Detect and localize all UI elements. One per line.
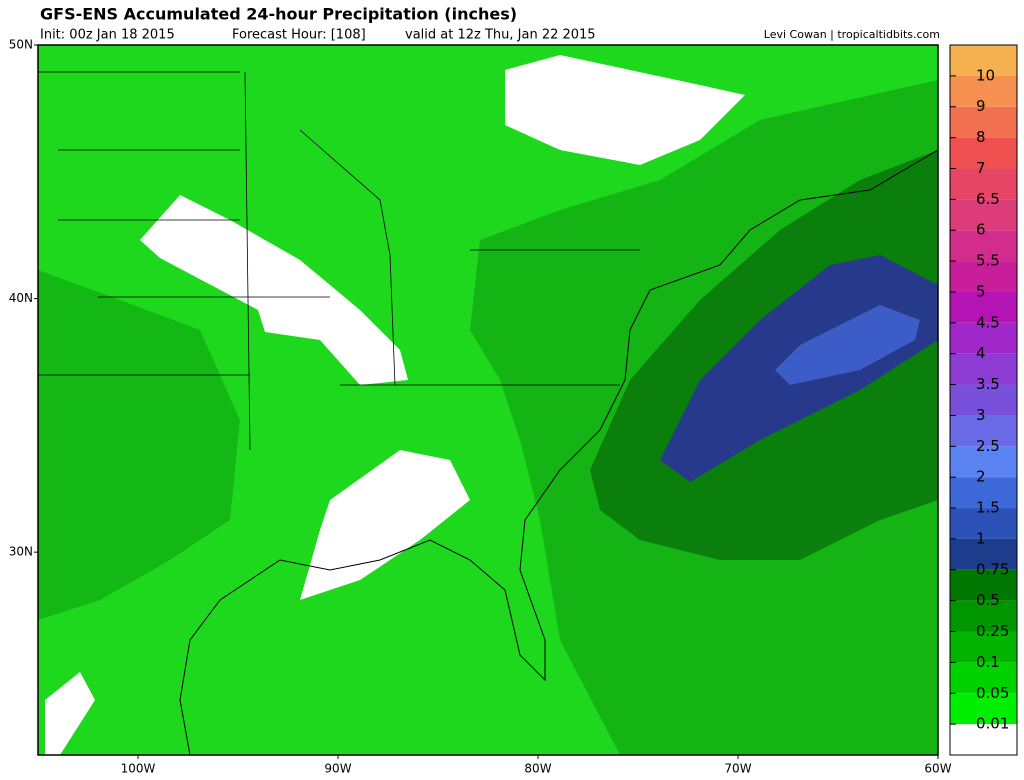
colorbar-label: 10: [976, 66, 995, 84]
precip-area: [775, 305, 920, 385]
colorbar-swatch: [950, 137, 1017, 169]
colorbar-label: 6.5: [976, 190, 1000, 208]
colorbar-swatch: [950, 508, 1017, 539]
colorbar-label: 1.5: [976, 499, 1000, 517]
lat-label: 50N: [9, 38, 33, 52]
colorbar-swatch: [950, 631, 1017, 663]
coastline: [179, 149, 938, 755]
valid-time: valid at 12z Thu, Jan 22 2015: [405, 28, 596, 43]
colorbar-swatch: [950, 353, 1017, 385]
colorbar-label: 5.5: [976, 252, 1000, 270]
colorbar-swatch: [950, 384, 1017, 416]
colorbar-label: 3.5: [976, 375, 1000, 393]
colorbar-swatch: [950, 261, 1017, 292]
lon-label: 80W: [524, 762, 551, 776]
colorbar-label: 0.01: [976, 715, 1009, 733]
lat-label: 40N: [9, 291, 33, 305]
colorbar-swatch: [950, 662, 1017, 694]
colorbar-swatch: [950, 477, 1017, 509]
dry-area: [505, 55, 745, 165]
lon-label: 70W: [724, 762, 751, 776]
colorbar-swatch: [950, 106, 1017, 138]
colorbar-swatch: [950, 168, 1017, 200]
colorbar-label: 3: [976, 406, 986, 424]
colorbar-swatch: [950, 199, 1017, 231]
colorbar-label: 6: [976, 221, 986, 239]
lon-label: 60W: [924, 762, 951, 776]
map: [37, 44, 939, 756]
colorbar-label: 8: [976, 128, 986, 146]
colorbar-swatch: [950, 446, 1017, 478]
lon-label: 100W: [121, 762, 156, 776]
dry-area: [300, 450, 470, 600]
forecast-hour: Forecast Hour: [108]: [232, 28, 366, 43]
colorbar-swatch: [950, 45, 1017, 76]
map-frame: [37, 44, 939, 756]
title: GFS-ENS Accumulated 24-hour Precipitatio…: [40, 5, 517, 24]
colorbar-label: 0.05: [976, 684, 1009, 702]
colorbar-swatch: [950, 693, 1017, 725]
colorbar-swatch: [950, 415, 1017, 447]
colorbar-label: 0.75: [976, 560, 1009, 578]
colorbar-label: 4: [976, 344, 986, 362]
colorbar-label: 0.25: [976, 622, 1009, 640]
colorbar-label: 9: [976, 97, 986, 115]
colorbar-frame: [949, 44, 1018, 756]
colorbar-label: 4.5: [976, 313, 1000, 331]
lat-label: 30N: [9, 545, 33, 559]
colorbar-swatch: [950, 291, 1017, 323]
colorbar-label: 5: [976, 282, 986, 300]
colorbar-swatch: [950, 322, 1017, 354]
colorbar-label: 2.5: [976, 437, 1000, 455]
colorbar-label: 1: [976, 529, 986, 547]
dry-area: [45, 672, 95, 755]
colorbar-swatch: [950, 600, 1017, 632]
credit: Levi Cowan | tropicaltidbits.com: [764, 28, 940, 41]
colorbar-swatch: [950, 230, 1017, 262]
colorbar-swatch: [950, 75, 1017, 107]
colorbar-swatch: [950, 538, 1017, 570]
init-time: Init: 00z Jan 18 2015: [40, 28, 175, 43]
dry-area: [140, 195, 408, 385]
colorbar-label: 2: [976, 468, 986, 486]
precip-area: [38, 270, 240, 620]
colorbar-swatch: [950, 569, 1017, 601]
colorbar-swatch: [950, 724, 1017, 755]
state-borders: [38, 71, 640, 451]
colorbar-label: 0.5: [976, 591, 1000, 609]
colorbar-label: 7: [976, 159, 986, 177]
colorbar-label: 0.1: [976, 653, 1000, 671]
lon-label: 90W: [324, 762, 351, 776]
